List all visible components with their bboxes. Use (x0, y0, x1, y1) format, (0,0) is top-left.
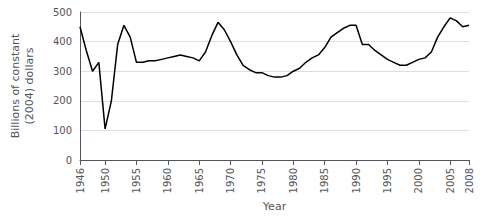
svg-text:(2004) dollars: (2004) dollars (23, 47, 36, 124)
svg-text:100: 100 (53, 125, 72, 136)
svg-text:1965: 1965 (194, 168, 205, 193)
svg-text:2005: 2005 (445, 168, 456, 193)
svg-text:1985: 1985 (319, 168, 330, 193)
svg-text:500: 500 (53, 7, 72, 18)
svg-text:2008: 2008 (464, 168, 475, 193)
svg-text:1975: 1975 (256, 168, 267, 193)
svg-text:1946: 1946 (75, 168, 86, 193)
svg-text:1950: 1950 (100, 168, 111, 193)
svg-text:400: 400 (53, 36, 72, 47)
svg-text:1960: 1960 (162, 168, 173, 193)
svg-text:1955: 1955 (131, 168, 142, 193)
svg-text:1980: 1980 (288, 168, 299, 193)
svg-text:Year: Year (262, 200, 287, 213)
svg-text:300: 300 (53, 66, 72, 77)
svg-text:1970: 1970 (225, 168, 236, 193)
svg-text:2000: 2000 (413, 168, 424, 193)
svg-text:Billions of constant: Billions of constant (9, 33, 22, 138)
svg-text:1995: 1995 (382, 168, 393, 193)
svg-text:1990: 1990 (351, 168, 362, 193)
svg-text:200: 200 (53, 95, 72, 106)
svg-text:0: 0 (66, 155, 72, 166)
